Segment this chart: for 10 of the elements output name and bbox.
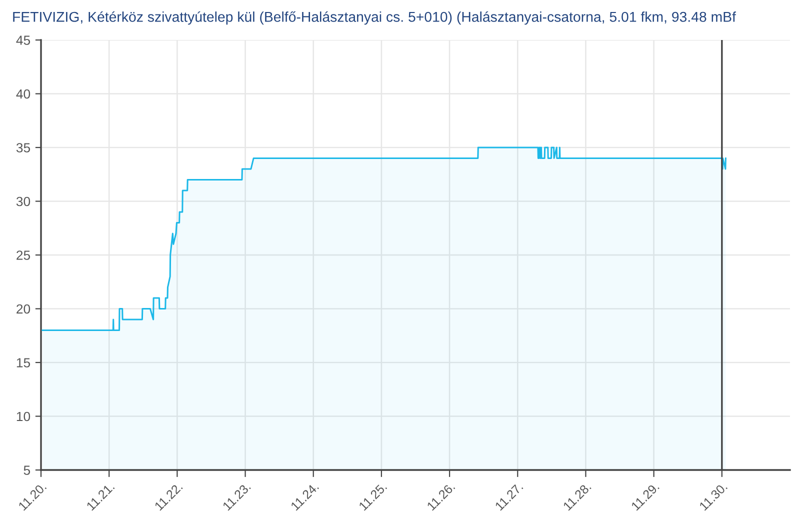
- chart-title: FETIVIZIG, Kétérköz szivattyútelep kül (Belfő-Halásztanyai cs. 5+010) (Halásztanyai-csatorna, 5.01 fkm, 93.48 mBf: [13, 11, 736, 25]
- y-tick-label: 5: [24, 466, 30, 475]
- y-tick-label: 10: [16, 412, 30, 422]
- y-tick-label: 30: [16, 196, 30, 206]
- y-tick-label: 25: [16, 250, 30, 260]
- y-tick-label: 15: [16, 358, 30, 368]
- y-tick-label: 20: [16, 304, 30, 314]
- y-tick-label: 40: [16, 89, 30, 99]
- y-tick-label: 45: [16, 36, 30, 45]
- y-tick-label: 35: [16, 143, 30, 152]
